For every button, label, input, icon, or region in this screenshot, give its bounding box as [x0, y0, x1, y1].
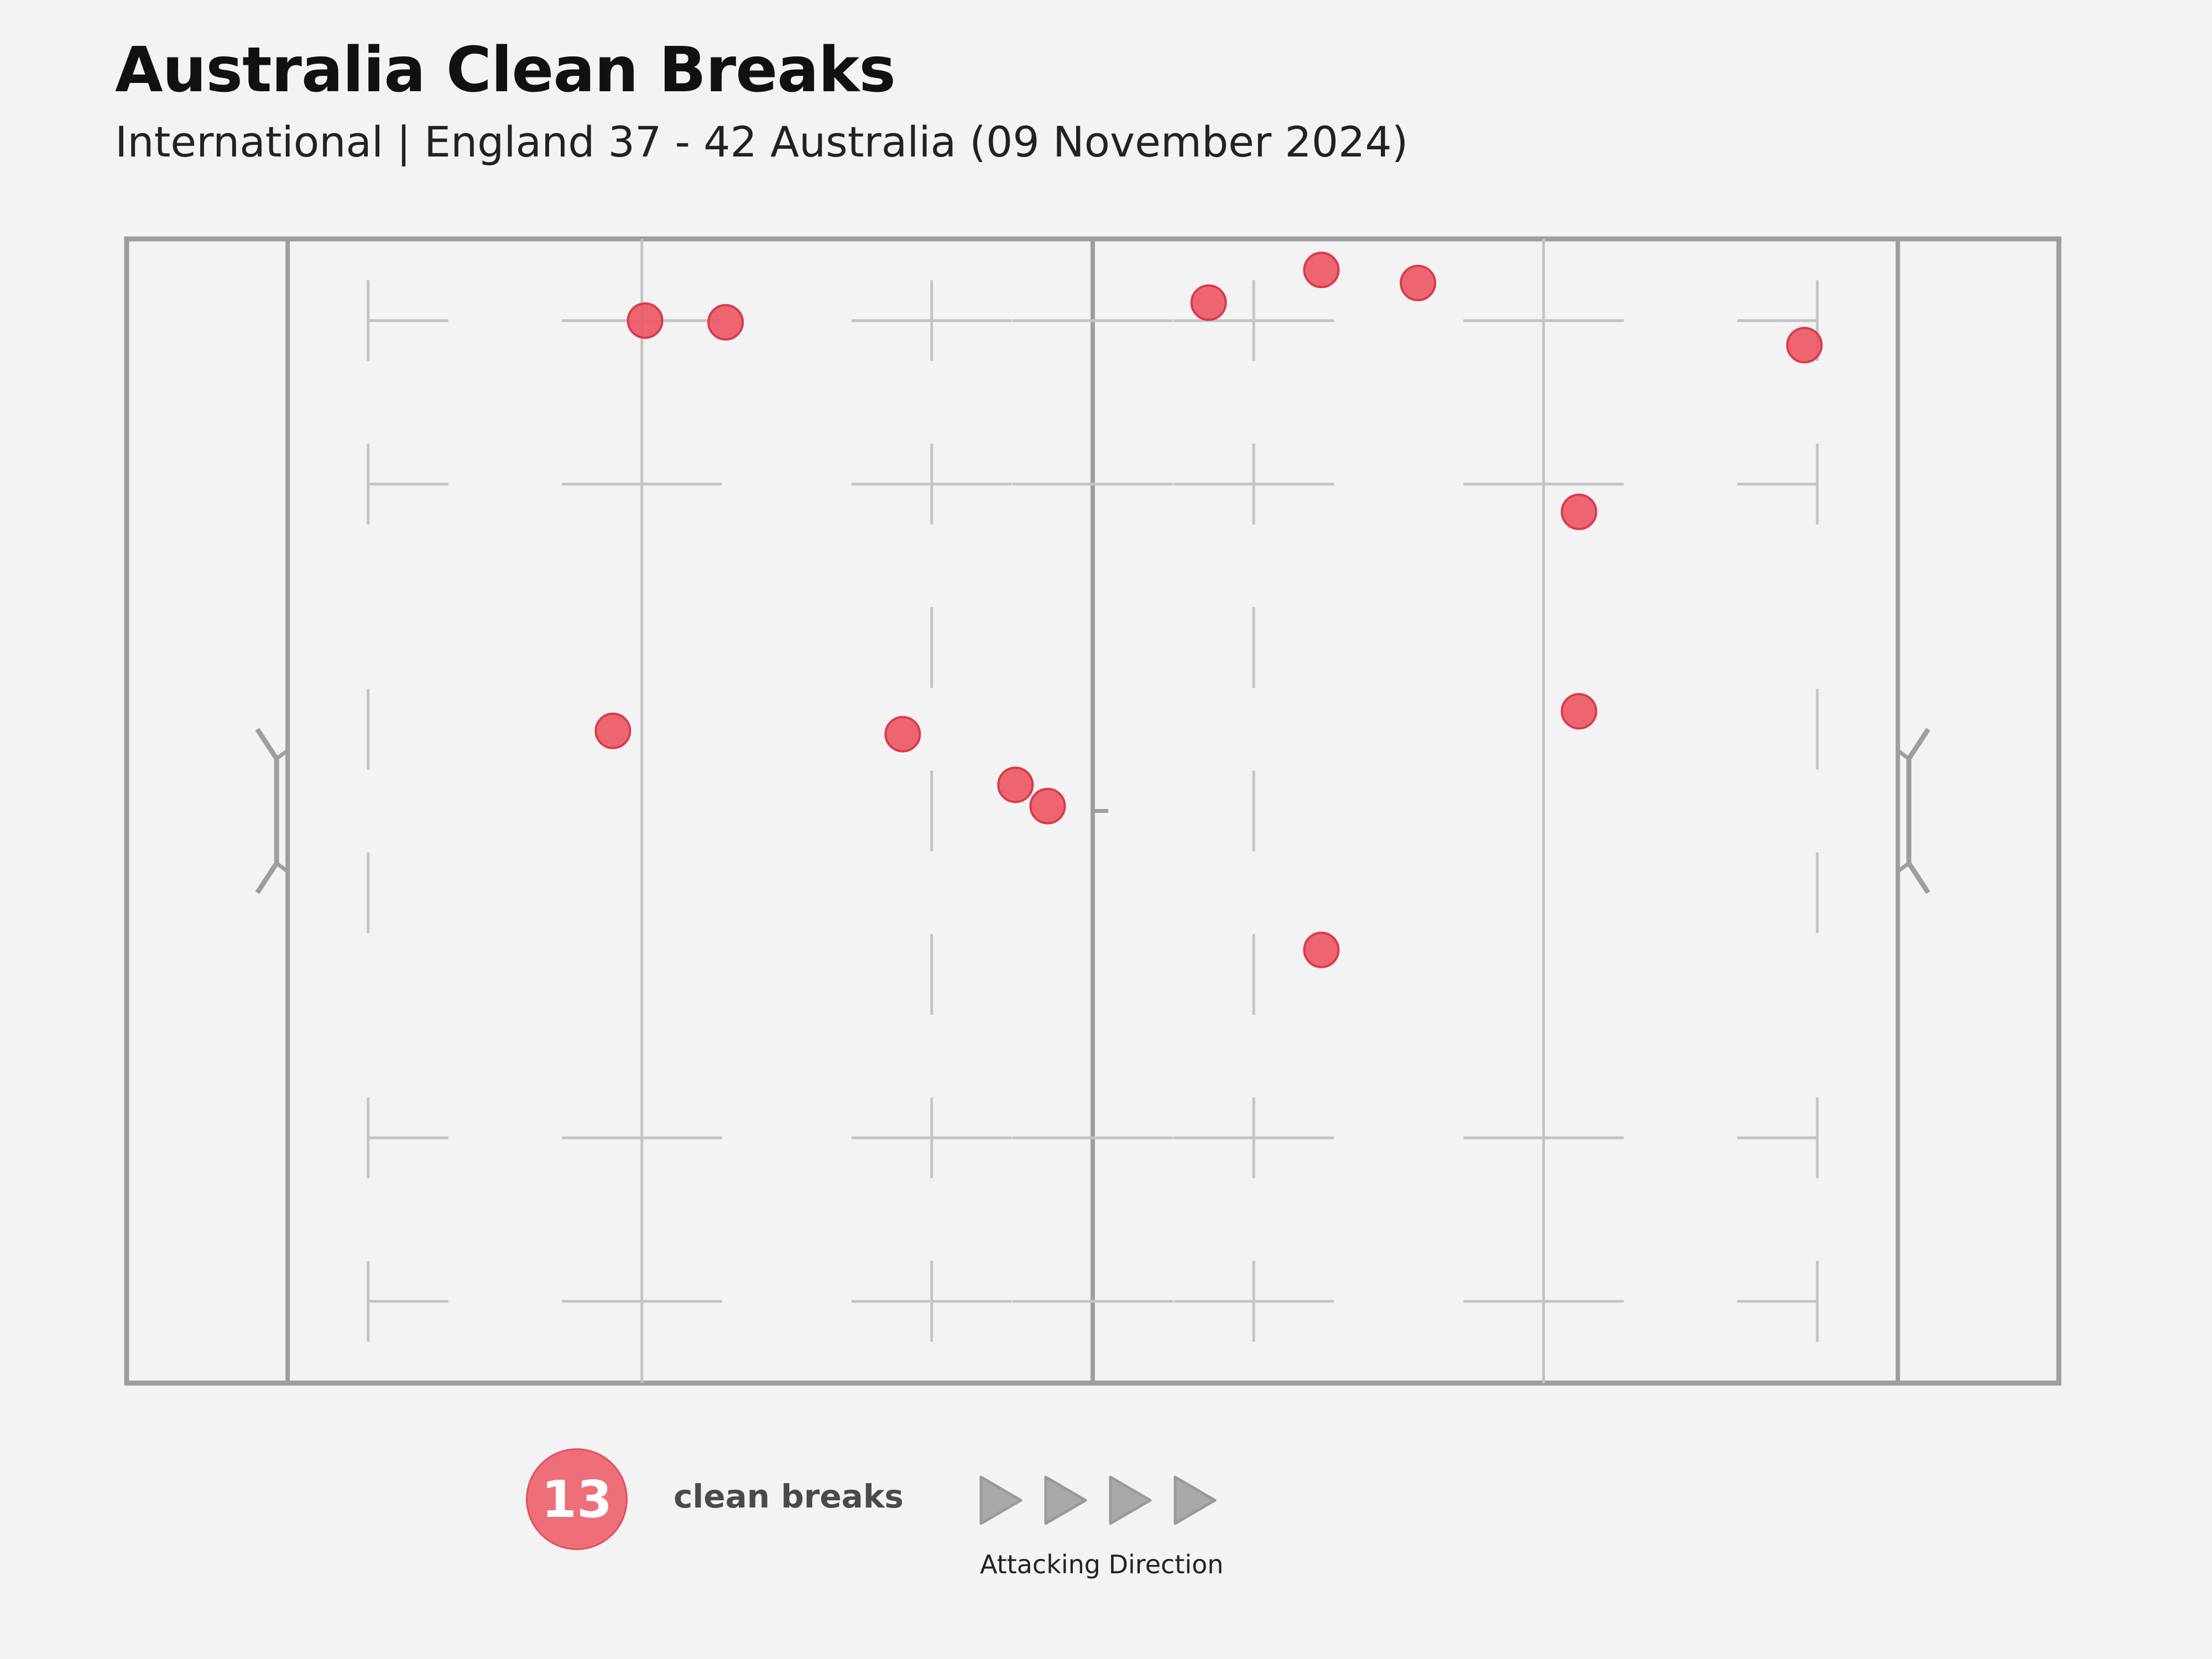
goal-post-right-top	[1896, 749, 1910, 760]
goal-post-left-bottom	[275, 862, 289, 873]
clean-break-count-badge: 13	[526, 1448, 628, 1550]
clean-break-point	[884, 716, 921, 753]
goal-posts-left	[255, 728, 279, 894]
goal-posts-right	[1906, 728, 1931, 894]
clean-break-point	[627, 302, 664, 339]
clean-break-point	[1786, 327, 1823, 364]
direction-arrow-icon	[1044, 1475, 1087, 1525]
clean-break-point	[1561, 493, 1598, 530]
clean-break-point	[1303, 931, 1340, 968]
direction-arrow-icon	[979, 1475, 1022, 1525]
attacking-direction-arrows	[979, 1475, 1217, 1525]
clean-break-point	[1190, 284, 1227, 321]
clean-break-point	[1029, 787, 1066, 825]
clean-break-count-label: clean breaks	[674, 1478, 904, 1515]
clean-break-point	[997, 766, 1034, 804]
clean-break-count: 13	[541, 1469, 613, 1529]
direction-arrow-icon	[1109, 1475, 1152, 1525]
clean-break-point	[594, 712, 632, 749]
clean-break-point	[707, 304, 744, 341]
chart-title: Australia Clean Breaks	[115, 34, 896, 106]
chart-subtitle: International | England 37 - 42 Australi…	[115, 117, 1408, 166]
clean-break-point	[1400, 264, 1437, 301]
goal-post-left-top	[275, 749, 289, 760]
clean-break-point	[1561, 693, 1598, 730]
attacking-direction-label: Attacking Direction	[980, 1550, 1224, 1579]
goal-post-right-bottom	[1896, 862, 1910, 873]
direction-arrow-icon	[1173, 1475, 1217, 1525]
clean-break-point	[1303, 252, 1340, 289]
